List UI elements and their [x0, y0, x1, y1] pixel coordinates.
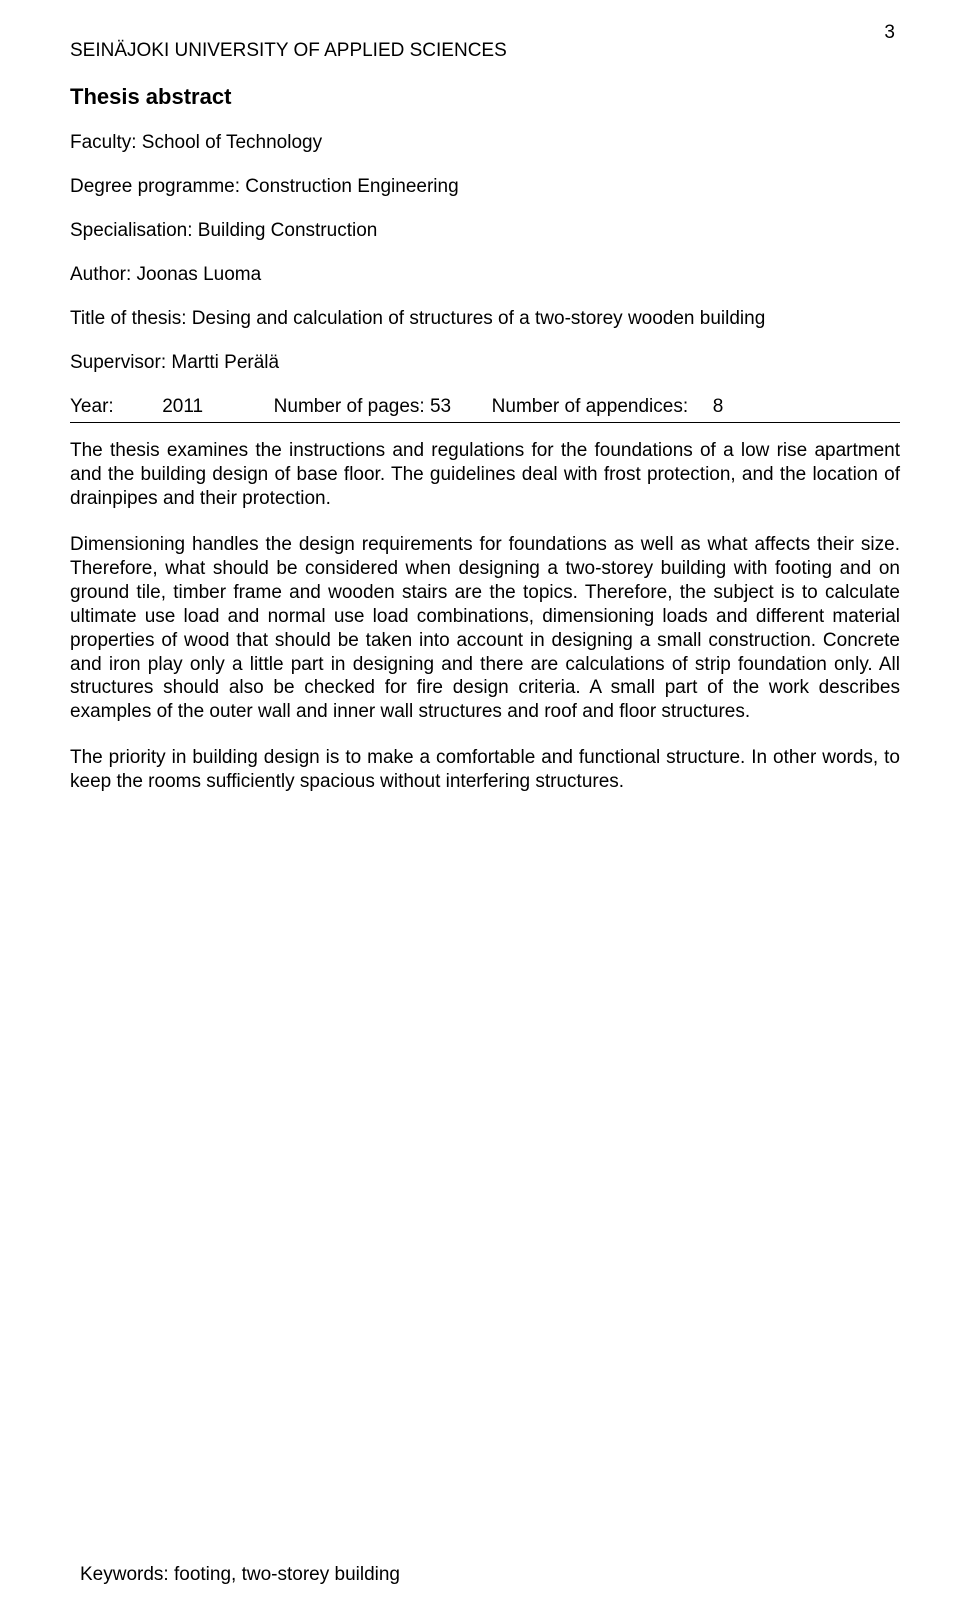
degree-programme-line: Degree programme: Construction Engineeri… — [70, 176, 900, 198]
paragraph-1: The thesis examines the instructions and… — [70, 439, 900, 511]
paragraph-3: The priority in building design is to ma… — [70, 746, 900, 794]
page-container: 3 SEINÄJOKI UNIVERSITY OF APPLIED SCIENC… — [0, 0, 960, 1604]
divider — [70, 422, 900, 423]
pages-label: Number of pages: 53 — [274, 396, 451, 417]
institution-name: SEINÄJOKI UNIVERSITY OF APPLIED SCIENCES — [70, 40, 900, 62]
appendices-value: 8 — [713, 396, 724, 417]
page-number: 3 — [884, 22, 895, 44]
paragraph-2: Dimensioning handles the design requirem… — [70, 533, 900, 725]
supervisor-line: Supervisor: Martti Perälä — [70, 352, 900, 374]
thesis-title-line: Title of thesis: Desing and calculation … — [70, 308, 900, 330]
faculty-line: Faculty: School of Technology — [70, 132, 900, 154]
year-label: Year: — [70, 396, 114, 417]
keywords-line: Keywords: footing, two-storey building — [80, 1564, 400, 1586]
abstract-title: Thesis abstract — [70, 84, 900, 110]
author-line: Author: Joonas Luoma — [70, 264, 900, 286]
year-value: 2011 — [162, 396, 203, 417]
appendices-label: Number of appendices: — [492, 396, 688, 417]
specialisation-line: Specialisation: Building Construction — [70, 220, 900, 242]
metrics-row: Year: 2011 Number of pages: 53 Number of… — [70, 396, 900, 418]
